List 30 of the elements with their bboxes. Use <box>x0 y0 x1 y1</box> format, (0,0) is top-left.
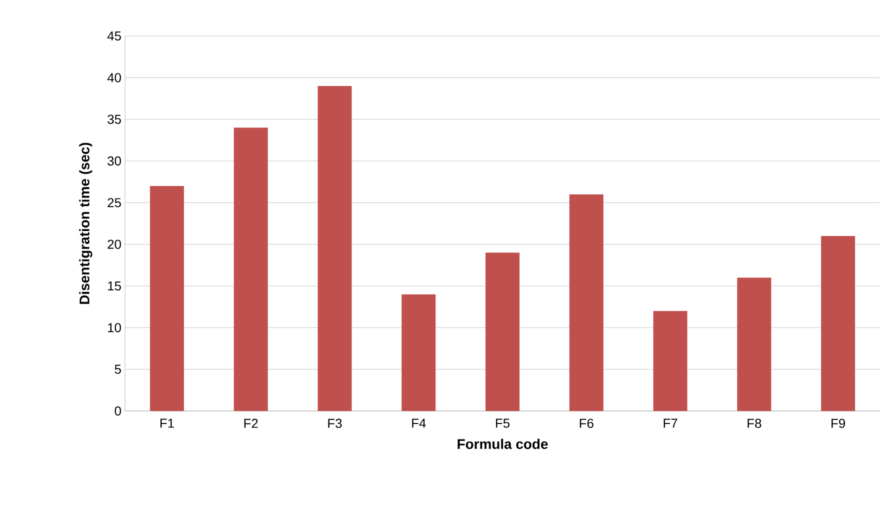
x-tick-label: F8 <box>748 418 762 428</box>
x-tick-label: F5 <box>496 418 510 428</box>
x-tick-label: F7 <box>664 418 678 428</box>
y-tick-label: 40 <box>107 73 121 82</box>
y-axis-title: Disentigration time (sec) <box>79 142 92 304</box>
x-tick-label: F1 <box>160 418 174 428</box>
x-axis-title: Formula code <box>458 438 548 450</box>
bar <box>569 194 604 411</box>
y-tick-label: 10 <box>108 323 121 332</box>
y-tick-label: 0 <box>114 406 121 416</box>
x-tick-label: F6 <box>580 418 594 428</box>
bar <box>653 310 688 411</box>
bar <box>402 294 436 411</box>
bar <box>821 236 856 411</box>
y-tick-label: 35 <box>108 114 121 124</box>
y-tick-label: 45 <box>107 31 121 40</box>
bar <box>486 252 520 411</box>
y-tick-label: 25 <box>108 198 121 208</box>
y-tick-label: 20 <box>108 240 121 249</box>
y-tick-label: 30 <box>108 156 121 166</box>
x-tick-label: F2 <box>244 418 258 428</box>
bar <box>150 186 184 411</box>
bar <box>737 278 772 411</box>
bar <box>318 86 352 411</box>
y-tick-label: 5 <box>114 364 121 374</box>
y-tick-label: 15 <box>108 281 121 290</box>
x-tick-label: F3 <box>328 418 342 428</box>
x-tick-label: F4 <box>412 418 426 428</box>
bar <box>234 128 268 411</box>
x-tick-label: F9 <box>832 418 846 428</box>
